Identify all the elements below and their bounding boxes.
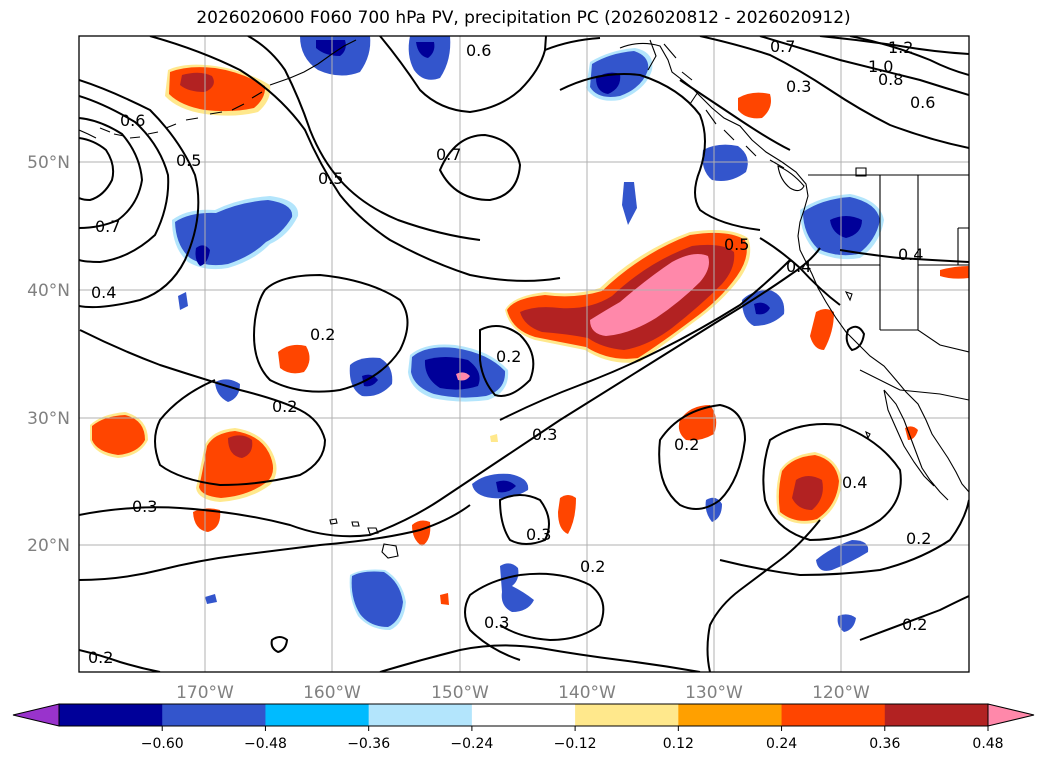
colorbar-segment <box>162 704 266 726</box>
colorbar-tick-label: 0.36 <box>869 736 900 752</box>
colorbar-segment <box>575 704 679 726</box>
colorbar-segment <box>471 704 576 726</box>
pv-contours <box>79 36 969 672</box>
lon-label: 120°W <box>812 683 870 703</box>
contour-label: 0.5 <box>724 235 749 254</box>
precip-neg-small <box>205 194 884 632</box>
precip-pos-baja <box>776 452 842 524</box>
contour-label: 0.4 <box>898 245 923 264</box>
precip-neg-central <box>215 344 509 402</box>
contour-label: 0.4 <box>91 283 116 302</box>
contour-label: 0.2 <box>496 347 521 366</box>
colorbar-segment <box>781 704 886 726</box>
contour-label: 0.6 <box>910 93 935 112</box>
contour-label: 0.3 <box>786 77 811 96</box>
contour-label: 0.7 <box>436 145 461 164</box>
plot-frame <box>78 35 970 673</box>
plot-area <box>79 36 969 672</box>
contour-label: 0.3 <box>526 525 551 544</box>
colorbar-segment <box>368 704 473 726</box>
contour-label: 0.2 <box>902 615 927 634</box>
colorbar-tick-label: 0.48 <box>972 736 1003 752</box>
precip-shading <box>90 36 969 632</box>
contour-label: 0.2 <box>674 435 699 454</box>
contour-label: 0.7 <box>95 217 120 236</box>
contour-label: 1.2 <box>888 38 913 57</box>
contour-label: 0.7 <box>770 37 795 56</box>
colorbar-tick-label: 0.12 <box>663 736 694 752</box>
colorbar-tick-label: −0.24 <box>450 736 493 752</box>
colorbar-outline <box>58 703 989 727</box>
precip-pos-aleutian <box>165 64 271 116</box>
lon-axis-labels: 170°W 160°W 150°W 140°W 130°W 120°W <box>176 683 870 703</box>
contour-label: 0.3 <box>132 497 157 516</box>
colorbar-tick-label: 0.24 <box>766 736 797 752</box>
contour-label: 0.4 <box>842 473 867 492</box>
contour-label: 0.8 <box>878 70 903 89</box>
contour-label: 0.3 <box>532 425 557 444</box>
contour-label: 0.6 <box>466 41 491 60</box>
contour-labels: 0.6 0.7 1.2 1.0 0.8 0.6 0.3 0.6 0.5 0.7 … <box>88 37 935 667</box>
precip-neg-alaska <box>300 36 771 225</box>
contour-label: 0.2 <box>272 397 297 416</box>
colorbar-tick-label: −0.12 <box>554 736 597 752</box>
contour-label: 0.2 <box>310 325 335 344</box>
colorbar-segment <box>265 704 370 726</box>
contour-label: 0.3 <box>484 613 509 632</box>
lon-label: 150°W <box>431 683 489 703</box>
contour-label: 0.5 <box>176 151 201 170</box>
lat-label: 30°N <box>27 409 70 429</box>
colorbar-extend-left <box>12 703 60 727</box>
colorbar-segment <box>884 704 989 726</box>
contour-label: 0.4 <box>786 257 811 276</box>
plot-title: 2026020600 F060 700 hPa PV, precipitatio… <box>196 8 851 28</box>
colorbar-tick-label: −0.48 <box>244 736 287 752</box>
colorbar-tick-label: −0.60 <box>141 736 184 752</box>
lat-label: 20°N <box>27 536 70 556</box>
colorbar-segment <box>59 704 163 726</box>
lon-label: 160°W <box>303 683 361 703</box>
contour-label: 0.2 <box>88 648 113 667</box>
contour-label: 1.0 <box>868 57 893 76</box>
lon-label: 140°W <box>558 683 616 703</box>
lon-label: 170°W <box>176 683 234 703</box>
colorbar-segment <box>678 704 783 726</box>
precip-neg-west <box>172 196 299 310</box>
lat-label: 50°N <box>27 153 70 173</box>
contour-label: 0.5 <box>318 169 343 188</box>
contour-label: 0.2 <box>906 529 931 548</box>
lon-label: 130°W <box>685 683 743 703</box>
contour-label: 0.6 <box>120 111 145 130</box>
precip-pos-river <box>505 230 751 363</box>
lat-axis-labels: 50°N 40°N 30°N 20°N <box>27 153 70 556</box>
lat-label: 40°N <box>27 281 70 301</box>
colorbar-tick-label: −0.36 <box>347 736 390 752</box>
colorbar: −0.60 −0.48 −0.36 −0.24 −0.12 0.12 0.24 0.36 0.4… <box>12 703 1035 752</box>
contour-label: 0.2 <box>580 557 605 576</box>
colorbar-extend-right <box>987 703 1035 727</box>
